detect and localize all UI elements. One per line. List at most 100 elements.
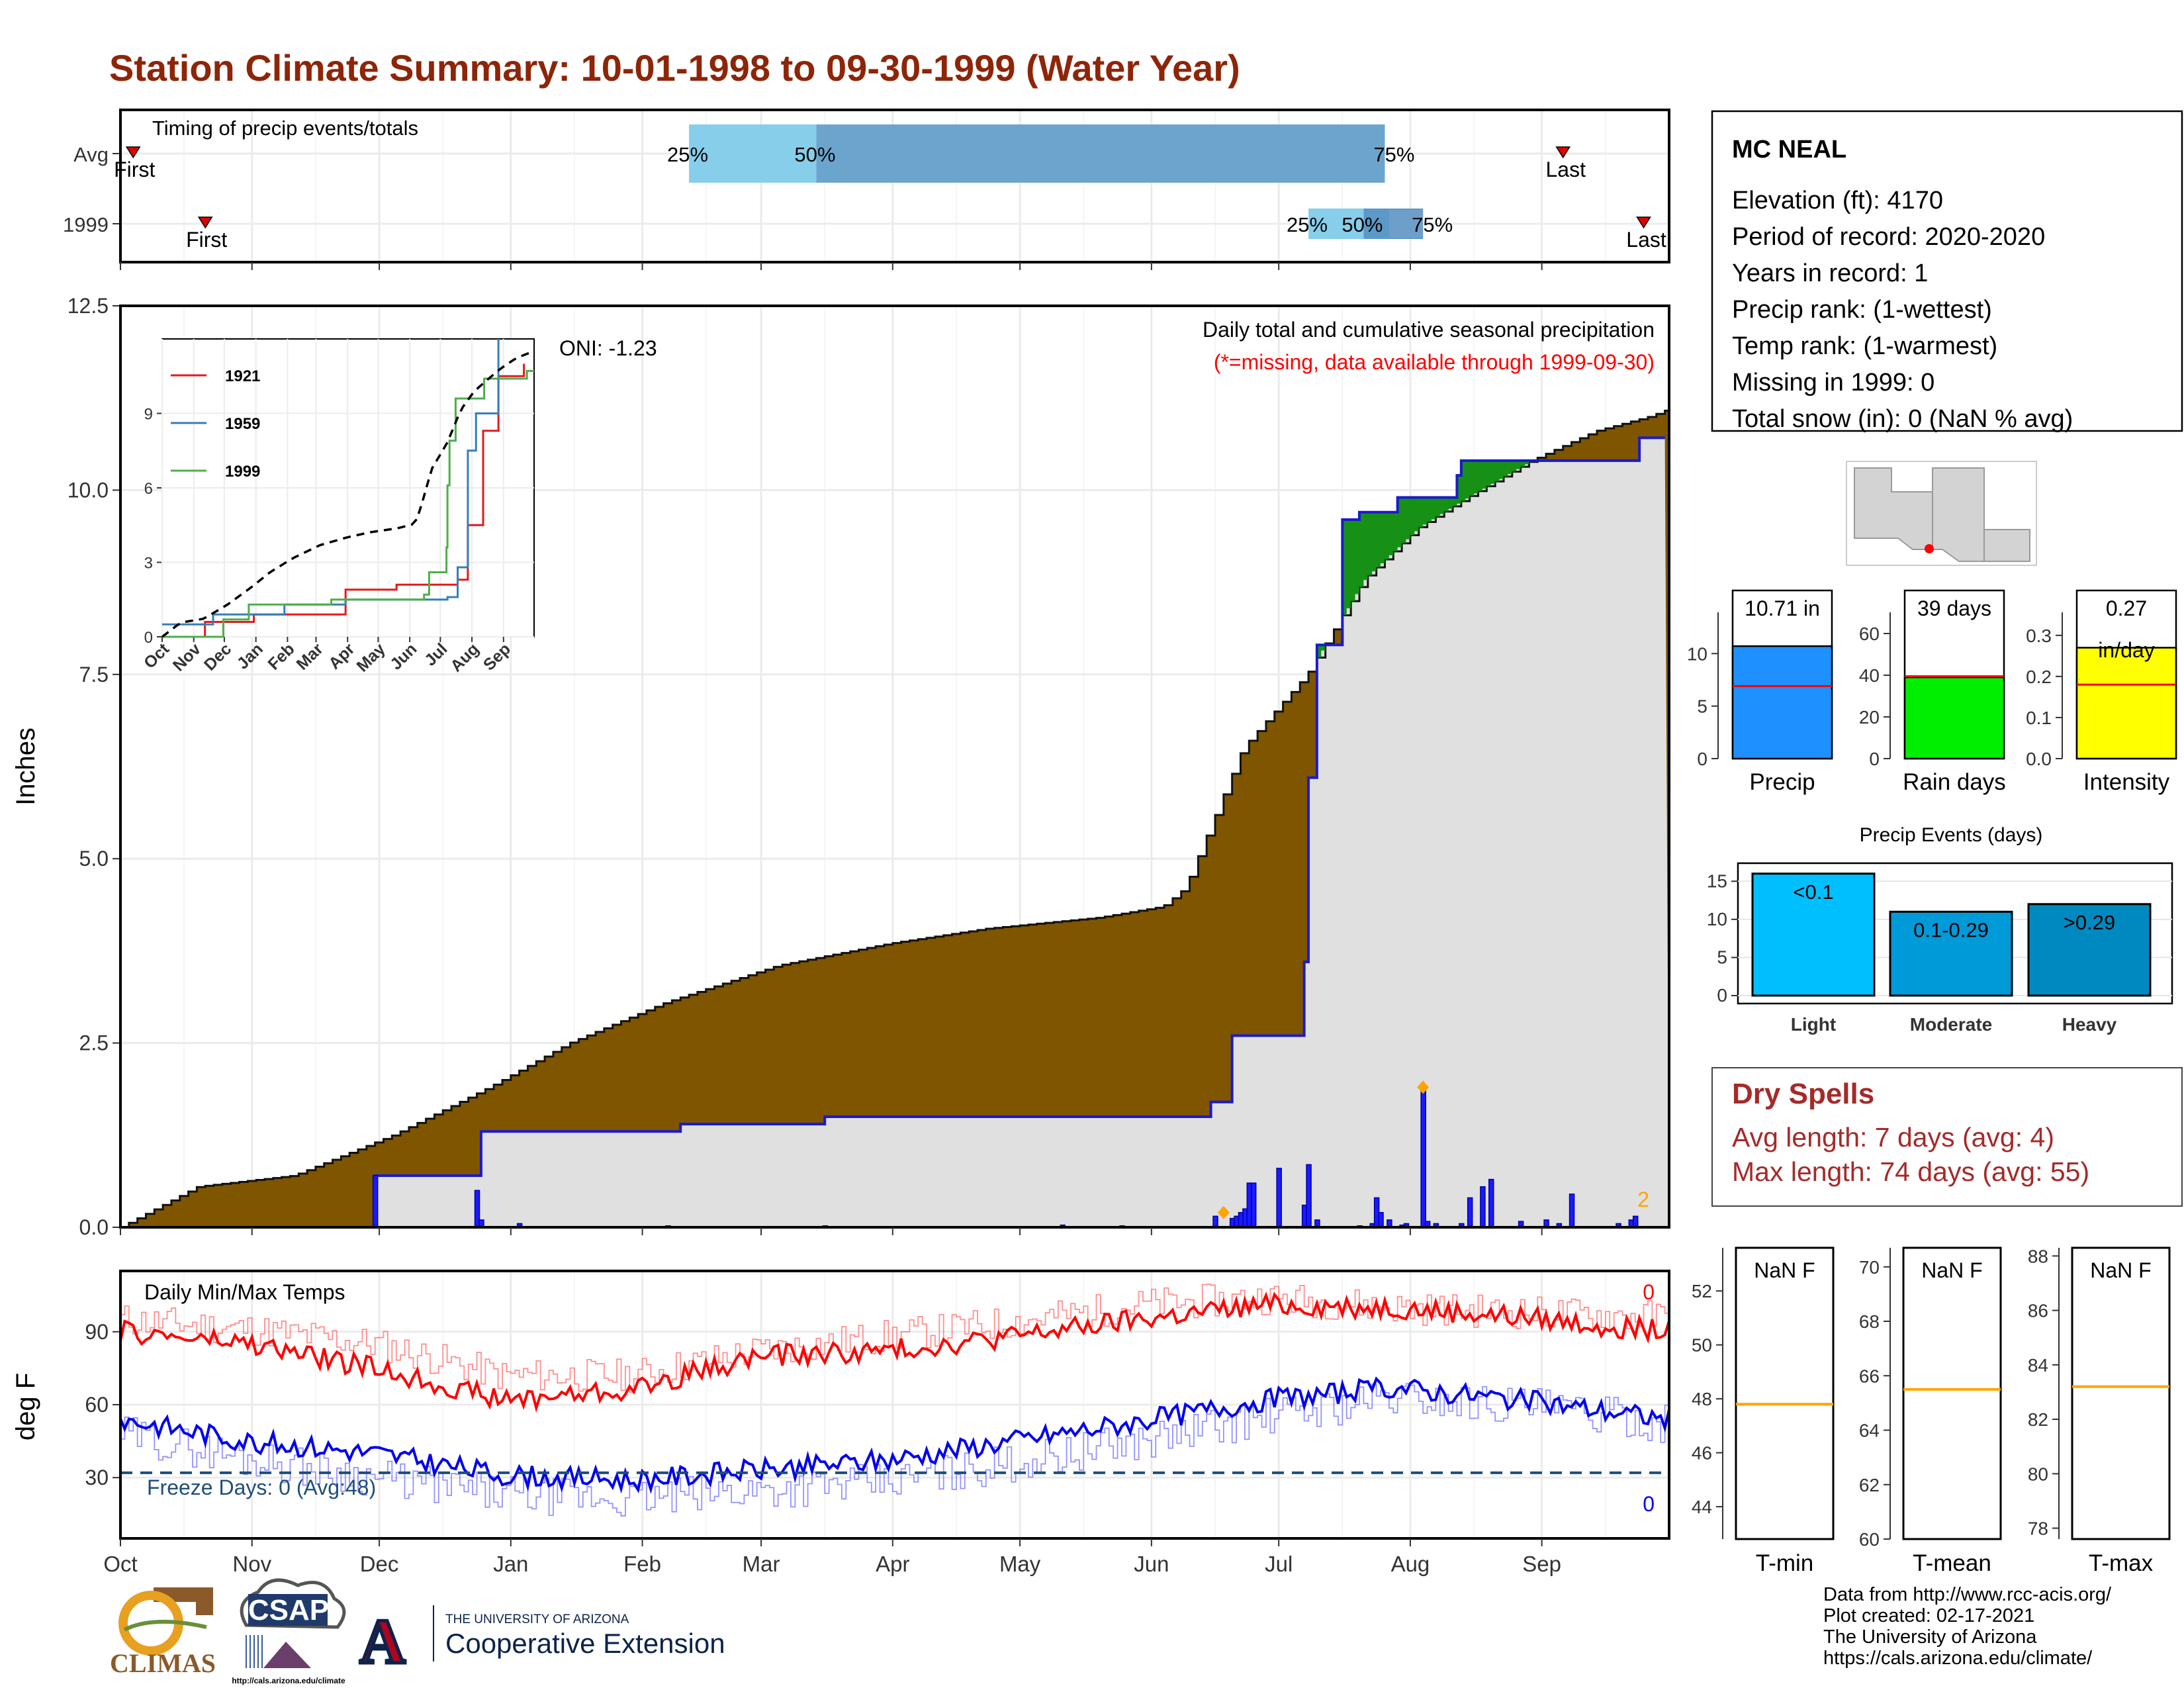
- daily-precip-bar: [1306, 1164, 1312, 1228]
- temp-panel-border: [119, 1270, 1670, 1540]
- avg-cumulative-area: [120, 410, 1669, 1227]
- climas-logo-bar: [154, 1587, 213, 1615]
- precip-events-category: Moderate: [1910, 1014, 1992, 1035]
- precip-y-tick-label: 5.0: [79, 847, 109, 870]
- timing-row-label: 1999: [63, 213, 109, 236]
- month-tick-label: Feb: [623, 1552, 661, 1576]
- month-tick-label: Jun: [1134, 1552, 1169, 1576]
- max-temp-line: [119, 1291, 1670, 1413]
- first-event-marker: [197, 216, 213, 229]
- summary-bar-tick-label: 0: [1697, 749, 1707, 769]
- inset-avg-line: [161, 349, 535, 638]
- footer-line-plot-created: Plot created: 02-17-2021: [1823, 1605, 2035, 1626]
- precip-events-title: Precip Events (days): [1860, 824, 2043, 846]
- temp-y-tick-label: 30: [85, 1466, 109, 1489]
- timing-panel-label: Timing of precip events/totals: [152, 117, 418, 140]
- temp-box-tick-label: 50: [1692, 1335, 1712, 1356]
- temp-box-frame: [1735, 1246, 1835, 1540]
- station-info-line: Precip rank: (1-wettest): [1732, 296, 1992, 324]
- summary-bar-label: Precip: [1749, 769, 1815, 795]
- summary-bar-fill: [1903, 676, 2005, 760]
- inset-legend-label: 1959: [225, 415, 260, 433]
- temp-box-tick-label: 84: [2028, 1355, 2048, 1376]
- summary-bar-value: 0.27: [2106, 596, 2147, 620]
- daily-precip-bar: [1276, 1168, 1282, 1228]
- dry-spells-avg: Avg length: 7 days (avg: 4): [1732, 1122, 2054, 1152]
- oni-label: ONI: -1.23: [559, 336, 657, 360]
- summary-bar-tick-label: 0.0: [2026, 749, 2052, 769]
- climas-logo-text: CLIMAS: [110, 1648, 216, 1678]
- precip-events-category: Heavy: [2062, 1014, 2117, 1035]
- quartile-bar-lower: [689, 124, 817, 183]
- avg-max-temp-line: [120, 1284, 1670, 1393]
- inset-y-tick-label: 9: [144, 406, 153, 424]
- last-event-label: Last: [1626, 228, 1666, 252]
- above-average-area-top: [1316, 460, 1533, 658]
- precip-events-bar: [1889, 910, 2013, 997]
- ua-logo-small: THE UNIVERSITY OF ARIZONA: [445, 1613, 629, 1626]
- daily-precip-bar: [1420, 1090, 1426, 1228]
- month-tick-label: Oct: [103, 1552, 137, 1576]
- summary-bar-label: Rain days: [1903, 769, 2006, 795]
- precip-events-bar: [1751, 872, 1876, 997]
- temp-box-tick-label: 62: [1859, 1475, 1880, 1495]
- first-event-label: First: [186, 228, 227, 252]
- station-location-marker: [1925, 544, 1934, 553]
- ua-logo-a: A: [359, 1606, 405, 1677]
- quartile-label-25: 25%: [667, 143, 708, 166]
- csap-logo-text: CSAP: [248, 1594, 329, 1626]
- inset-legend-label: 1921: [225, 367, 260, 385]
- footer-line-university: The University of Arizona: [1823, 1626, 2037, 1648]
- month-tick-label: Mar: [743, 1552, 780, 1576]
- month-tick-label: Dec: [360, 1552, 399, 1576]
- missing-data-marker: [1417, 1080, 1430, 1094]
- temp-box-tick-label: 48: [1692, 1389, 1712, 1409]
- temp-box-tick-label: 80: [2028, 1464, 2048, 1484]
- avg-cumulative-line: [120, 409, 1669, 1229]
- observed-cumulative-line: [120, 436, 1665, 1229]
- station-name: MC NEAL: [1732, 136, 1846, 164]
- inset-y-tick-label: 3: [144, 555, 153, 573]
- temp-panel-label: Daily Min/Max Temps: [144, 1280, 345, 1304]
- inset-series-line: [162, 369, 534, 638]
- temp-box-tick-label: 88: [2028, 1246, 2048, 1266]
- temp-box-tick-label: 60: [1859, 1529, 1880, 1550]
- temp-box-tick-label: 66: [1859, 1366, 1880, 1386]
- station-info-box: [1711, 110, 2183, 432]
- month-tick-label: Aug: [1391, 1552, 1430, 1576]
- precip-y-tick-label: 10.0: [68, 478, 109, 502]
- temp-y-tick-label: 60: [85, 1393, 109, 1417]
- summary-bar-fill: [1731, 645, 1833, 760]
- precip-panel-border: [119, 305, 1670, 1229]
- summary-bar-tick-label: 0.1: [2026, 708, 2052, 728]
- summary-bar-tick-label: 5: [1697, 696, 1707, 717]
- locator-map-states: [1854, 467, 2030, 562]
- summary-bar-tick-label: 40: [1859, 665, 1880, 686]
- precip-events-tick-label: 15: [1707, 870, 1727, 891]
- last-event-marker: [1636, 216, 1651, 229]
- precip-events-tick-label: 10: [1707, 909, 1727, 929]
- daily-precip-bar: [1488, 1178, 1494, 1228]
- summary-bar-tick-label: 60: [1859, 624, 1880, 644]
- temp-box-label: T-mean: [1913, 1550, 1991, 1576]
- precip-events-category: Light: [1791, 1014, 1836, 1035]
- inset-y-tick-label: 0: [144, 629, 153, 647]
- min-temp-line: [119, 1376, 1670, 1494]
- daily-precip-bar: [1378, 1211, 1384, 1228]
- temp-box-value: NaN F: [1921, 1258, 1982, 1282]
- daily-precip-bar: [1569, 1194, 1575, 1228]
- footer-line-data-source: Data from http://www.rcc-acis.org/: [1823, 1584, 2112, 1605]
- last-event-marker: [1555, 146, 1571, 159]
- temp-box-tick-label: 68: [1859, 1311, 1880, 1332]
- summary-bar-value: 39 days: [1917, 596, 1991, 620]
- quartile-bar-lower: [1308, 209, 1364, 239]
- month-tick-label: Sep: [1522, 1552, 1561, 1576]
- temp-box-tick-label: 78: [2028, 1519, 2048, 1539]
- timing-panel-border: [119, 109, 1670, 263]
- last-event-label: Last: [1545, 158, 1586, 181]
- temp-box-label: T-min: [1756, 1550, 1814, 1576]
- summary-bar-tick-label: 10: [1687, 643, 1707, 664]
- daily-precip-bar: [1467, 1197, 1473, 1228]
- temp-box-value: NaN F: [1754, 1258, 1815, 1282]
- avg-min-temp-line: [120, 1383, 1670, 1517]
